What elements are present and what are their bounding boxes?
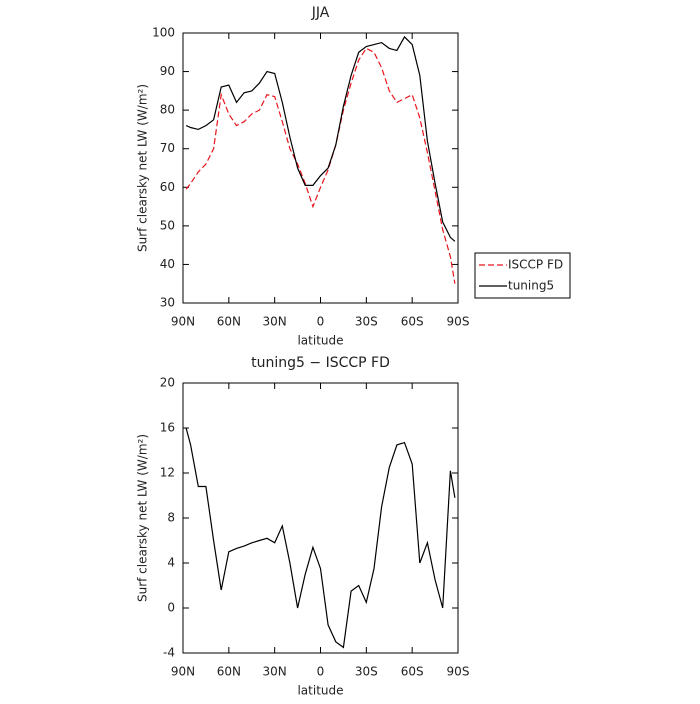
chart-title: tuning5 − ISCCP FD	[251, 355, 390, 371]
chart-title: JJA	[311, 5, 330, 21]
x-tick-label: 0	[317, 315, 325, 329]
data-line	[185, 47, 456, 284]
x-tick-label: 90S	[447, 315, 470, 329]
y-tick-label: -4	[163, 646, 175, 660]
x-tick-label: 0	[317, 665, 325, 679]
y-tick-label: 90	[160, 64, 175, 78]
x-axis-label: latitude	[297, 684, 343, 698]
y-tick-label: 100	[152, 26, 175, 40]
y-tick-label: 16	[160, 421, 175, 435]
x-tick-label: 30S	[355, 315, 378, 329]
y-tick-label: 30	[160, 296, 175, 310]
x-tick-label: 30N	[263, 315, 287, 329]
x-axis-label: latitude	[297, 334, 343, 348]
legend-label: ISCCP FD	[508, 258, 563, 272]
x-tick-label: 60N	[217, 315, 241, 329]
x-tick-label: 90N	[171, 315, 195, 329]
x-tick-label: 30S	[355, 665, 378, 679]
y-tick-label: 70	[160, 141, 175, 155]
x-tick-label: 60S	[401, 315, 424, 329]
data-line	[185, 35, 456, 242]
x-tick-label: 60S	[401, 665, 424, 679]
plot-frame	[182, 32, 459, 304]
y-tick-label: 20	[160, 376, 175, 390]
y-axis-label: Surf clearsky net LW (W/m²)	[136, 434, 150, 602]
x-tick-label: 90N	[171, 665, 195, 679]
y-tick-label: 50	[160, 218, 175, 232]
data-line	[185, 427, 456, 649]
x-tick-label: 90S	[447, 665, 470, 679]
x-tick-label: 30N	[263, 665, 287, 679]
y-tick-label: 40	[160, 257, 175, 271]
y-tick-label: 12	[160, 466, 175, 480]
y-tick-label: 8	[167, 511, 175, 525]
legend-box	[474, 252, 571, 299]
y-tick-label: 80	[160, 103, 175, 117]
y-axis-label: Surf clearsky net LW (W/m²)	[136, 84, 150, 252]
legend-label: tuning5	[508, 279, 554, 293]
y-tick-label: 0	[167, 601, 175, 615]
y-tick-label: 4	[167, 556, 175, 570]
y-tick-label: 60	[160, 180, 175, 194]
x-tick-label: 60N	[217, 665, 241, 679]
